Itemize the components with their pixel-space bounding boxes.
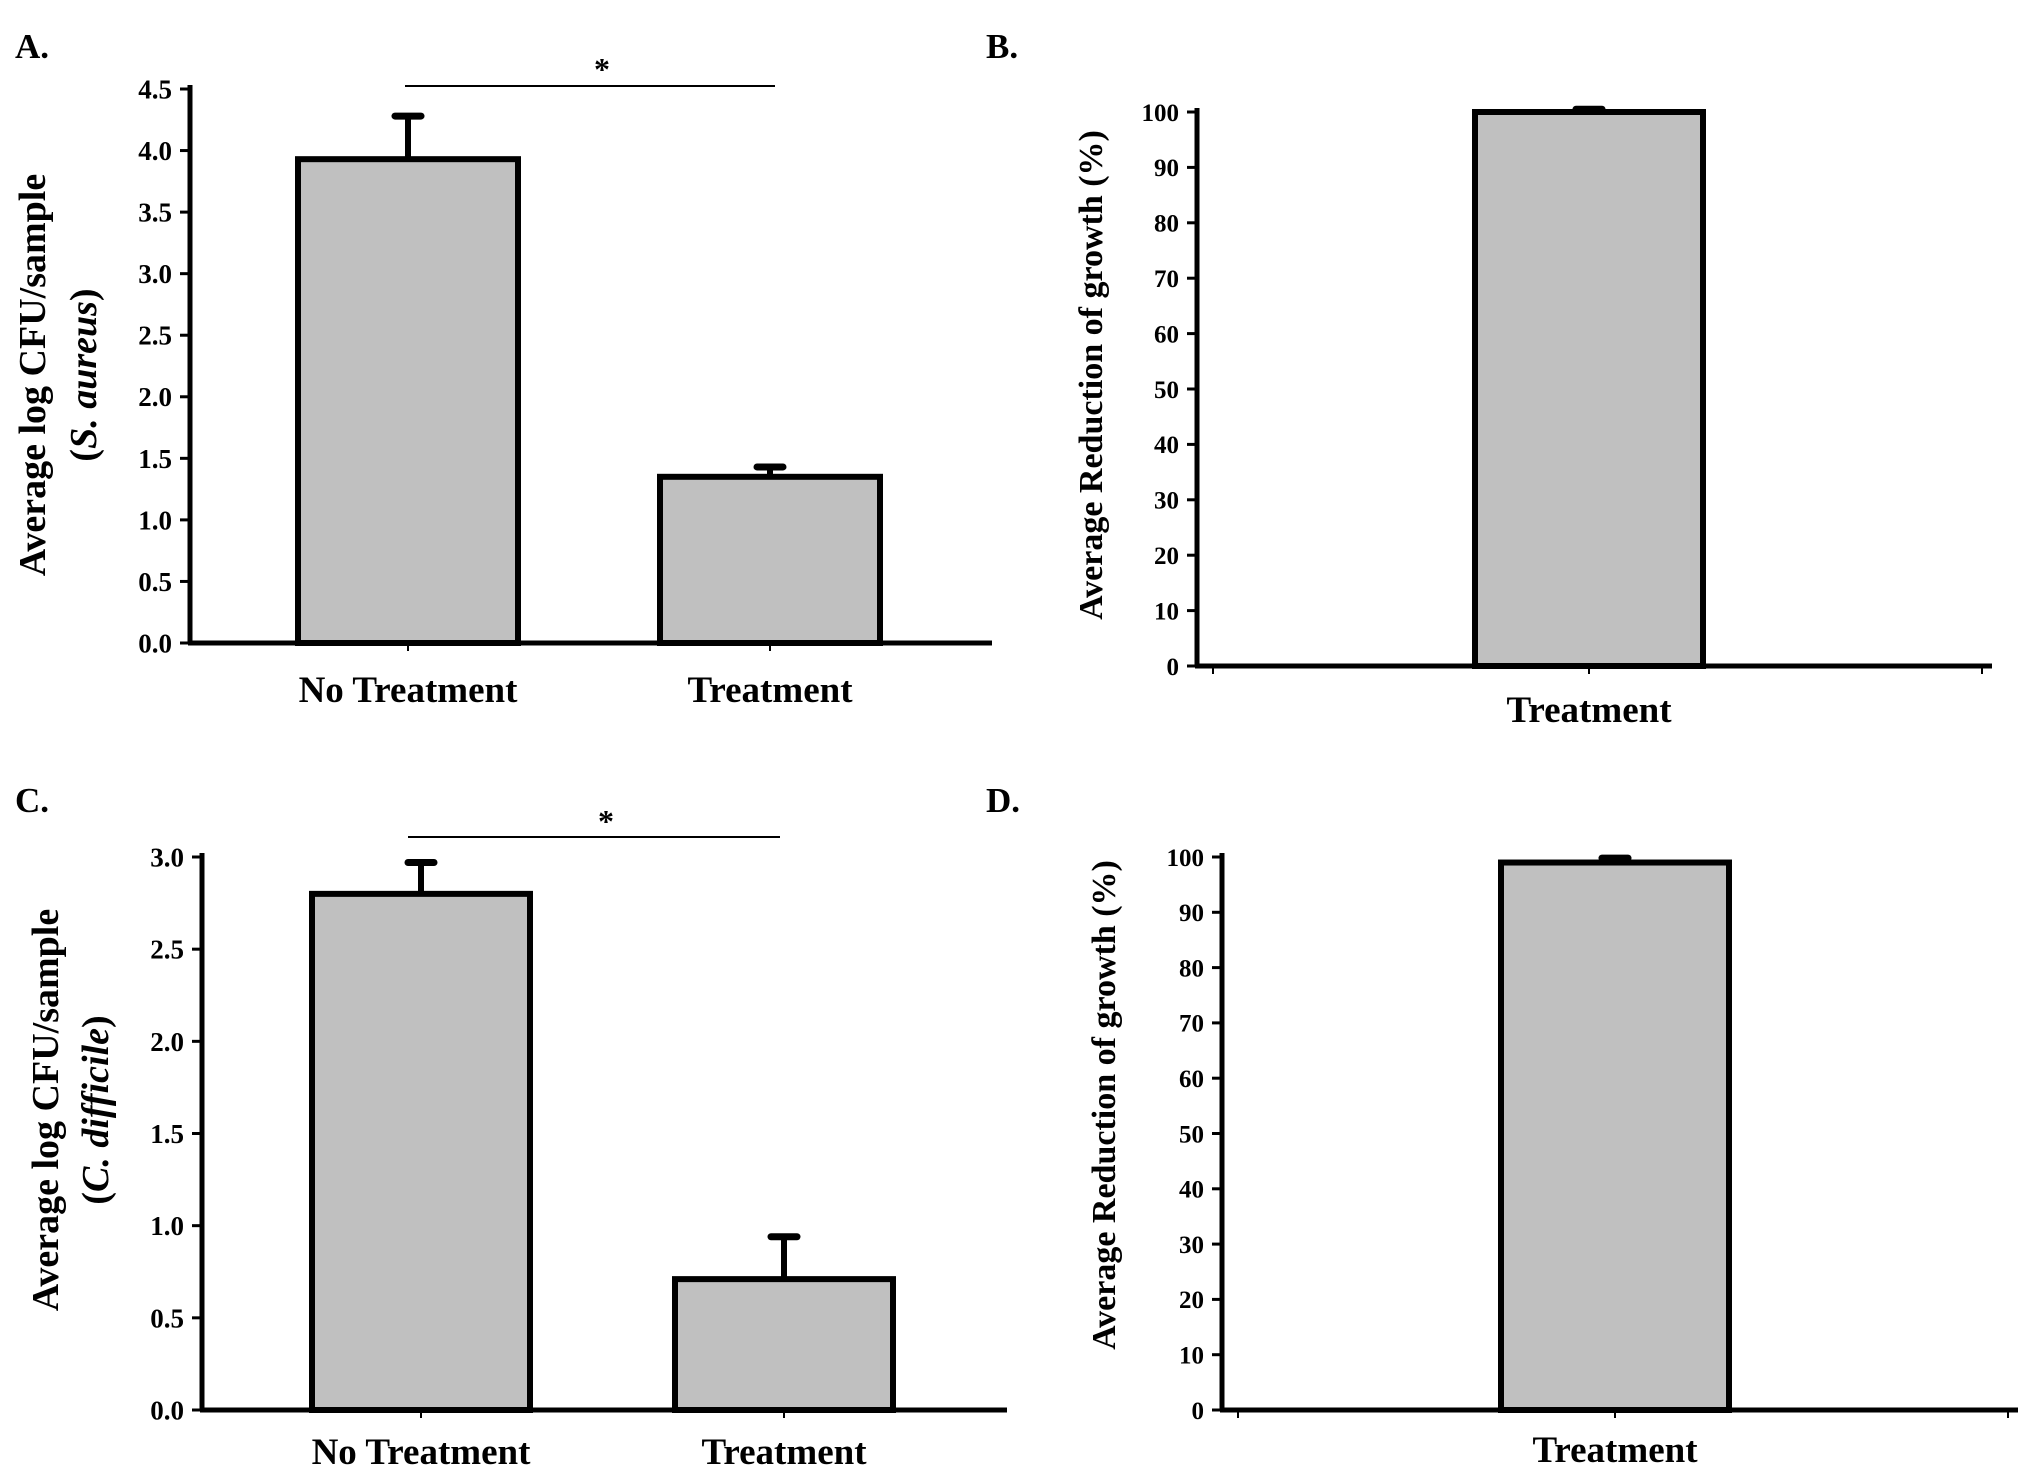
chart-panel-2: B. 0 10 20 30 40 50 60 70 80 90 100 Treatment Average… [986, 27, 1992, 731]
y-axis-title: Average log CFU/sample [25, 909, 67, 1311]
panel-label: A. [15, 27, 49, 66]
y-tick-label: 2.5 [138, 321, 172, 351]
y-tick-label: 0 [1167, 654, 1180, 681]
y-tick-label: 30 [1179, 1232, 1204, 1259]
y-axis-title: Average log CFU/sample [12, 174, 54, 576]
x-category-label: No Treatment [312, 1432, 532, 1473]
paren-close: ) [75, 1015, 117, 1028]
y-tick-label: 3.5 [138, 198, 172, 228]
y-tick-label: 100 [1142, 100, 1180, 127]
y-tick-label: 60 [1179, 1066, 1204, 1093]
y-tick-label: 0 [1192, 1398, 1205, 1425]
y-tick-label: 0.5 [138, 567, 172, 597]
y-tick-label: 90 [1179, 900, 1204, 927]
x-category-label: No Treatment [299, 670, 519, 711]
y-tick-label: 3.0 [138, 259, 172, 289]
y-tick-label: 20 [1179, 1287, 1204, 1314]
species-name: S. aureus [63, 301, 105, 449]
panel-label: D. [986, 781, 1020, 820]
bar [657, 473, 883, 646]
y-axis-title: Average Reduction of growth (%) [1086, 860, 1123, 1350]
y-tick-label: 90 [1154, 155, 1179, 182]
paren-close: ) [63, 288, 105, 301]
chart-panel-3: C. 0.0 0.5 1.0 1.5 2.0 2.5 3.0 No Treatment Treat… [15, 781, 1007, 1473]
x-category-label: Treatment [1532, 1430, 1698, 1471]
bar [672, 1276, 896, 1413]
bar [309, 890, 533, 1413]
y-tick-label: 0.0 [150, 1395, 184, 1425]
y-tick-label: 3.0 [150, 842, 184, 872]
bar [1498, 859, 1732, 1413]
y-tick-label: 70 [1154, 266, 1179, 293]
y-tick-label: 1.0 [150, 1211, 184, 1241]
y-tick-label: 0.5 [150, 1303, 184, 1333]
x-category-label: Treatment [1506, 690, 1672, 731]
x-category-label: Treatment [687, 670, 853, 711]
panel-label: C. [15, 781, 49, 820]
y-tick-label: 80 [1154, 211, 1179, 238]
y-tick-label: 2.0 [138, 382, 172, 412]
bar [295, 156, 521, 646]
chart-panel-4: D. 0 10 20 30 40 50 60 70 80 90 100 Treatment Average… [986, 781, 2018, 1471]
y-tick-label: 50 [1154, 377, 1179, 404]
y-axis-title: Average Reduction of growth (%) [1073, 130, 1110, 620]
y-tick-label: 2.0 [150, 1027, 184, 1057]
y-tick-label: 1.0 [138, 505, 172, 535]
y-tick-label: 1.5 [138, 444, 172, 474]
y-tick-label: 40 [1154, 432, 1179, 459]
y-axis-species: (S. aureus) [63, 288, 105, 461]
species-name: C. difficile [75, 1028, 117, 1192]
y-tick-label: 2.5 [150, 935, 184, 965]
y-tick-label: 100 [1167, 845, 1205, 872]
significance-star: * [598, 803, 614, 839]
y-tick-label: 0.0 [138, 628, 172, 658]
y-tick-label: 20 [1154, 543, 1179, 570]
y-tick-label: 50 [1179, 1121, 1204, 1148]
x-category-label: Treatment [701, 1432, 867, 1473]
y-axis-species: (C. difficile) [75, 1015, 117, 1204]
paren-open: ( [75, 1192, 117, 1205]
y-tick-label: 70 [1179, 1011, 1204, 1038]
paren-open: ( [63, 449, 105, 462]
y-tick-label: 40 [1179, 1177, 1204, 1204]
y-tick-label: 1.5 [150, 1119, 184, 1149]
y-tick-label: 10 [1179, 1342, 1204, 1369]
significance-star: * [594, 51, 610, 87]
y-tick-label: 80 [1179, 955, 1204, 982]
chart-panel-1: A. 0.0 0.5 1.0 1.5 2.0 2.5 3.0 3.5 4.0 4.5 No Treat… [12, 27, 992, 711]
y-tick-label: 30 [1154, 488, 1179, 515]
bar [1472, 109, 1706, 669]
panel-label: B. [986, 27, 1018, 66]
y-tick-label: 4.5 [138, 74, 172, 104]
y-tick-label: 60 [1154, 321, 1179, 348]
y-tick-label: 4.0 [138, 136, 172, 166]
y-tick-label: 10 [1154, 598, 1179, 625]
